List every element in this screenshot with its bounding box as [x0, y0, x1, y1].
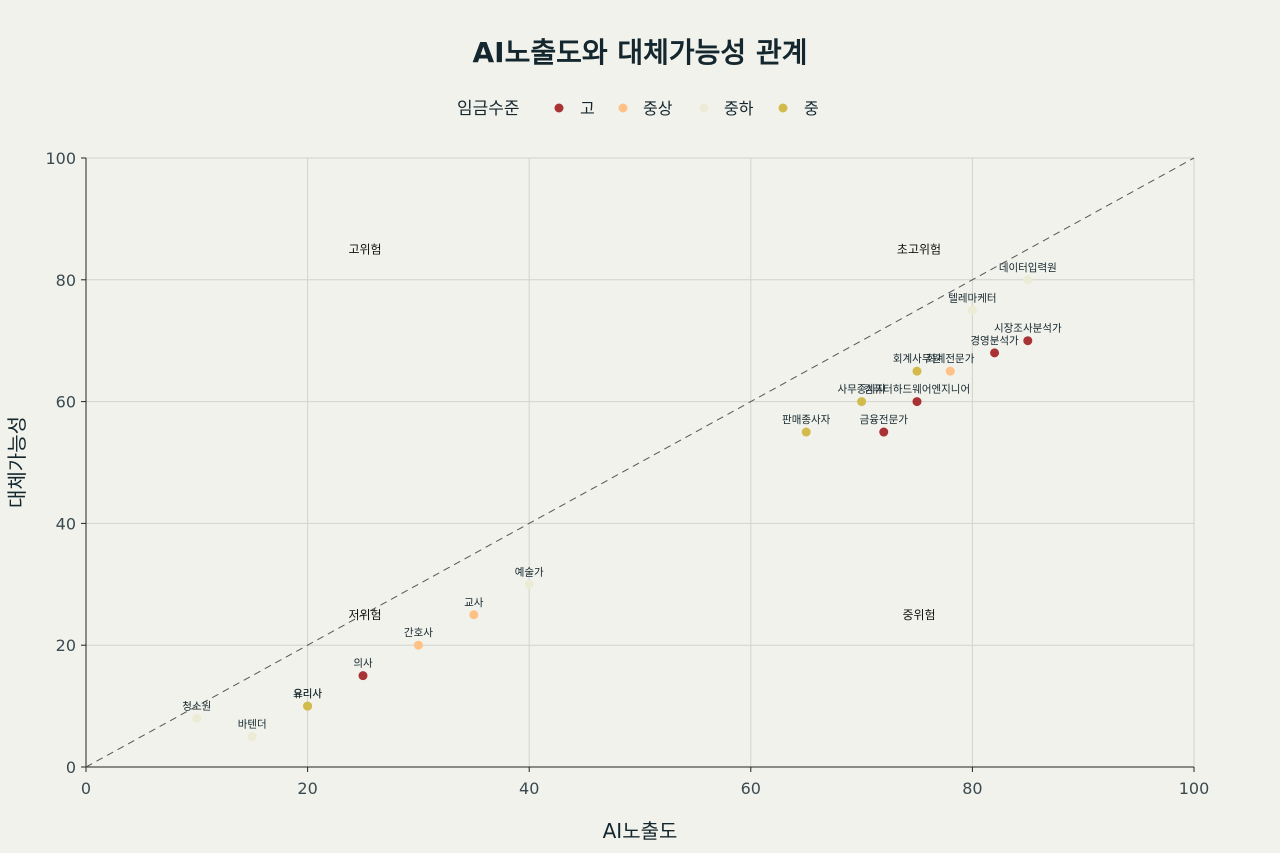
x-tick-label: 100	[1179, 779, 1210, 798]
y-tick-label: 60	[56, 393, 76, 412]
scatter-point	[879, 427, 889, 437]
point-label: 의사	[353, 658, 373, 670]
legend-title: 임금수준	[457, 99, 520, 119]
x-tick-label: 80	[962, 779, 982, 798]
zone-label: 중위험	[902, 608, 935, 622]
legend-marker-lower-mid	[699, 103, 709, 113]
scatter-point	[1023, 275, 1033, 285]
legend: 임금수준 고 중상 중하 중	[457, 99, 819, 119]
legend-marker-upper-mid	[618, 103, 628, 113]
x-tick-label: 40	[519, 779, 539, 798]
point-label: 예술가	[515, 565, 544, 578]
point-label: 사무종사자	[837, 384, 886, 396]
point-label: 컴퓨터하드웨어엔지니어	[864, 383, 970, 396]
y-tick-label: 0	[66, 758, 76, 777]
scatter-point	[801, 427, 811, 437]
scatter-point	[945, 366, 955, 376]
scatter-point	[967, 305, 977, 315]
scatter-point	[912, 397, 922, 407]
point-label: 시장조사분석가	[994, 323, 1062, 335]
y-tick-label: 100	[45, 149, 76, 168]
point-label: 데이터입력원	[999, 261, 1057, 274]
point-label: 경영분석가	[970, 334, 1019, 347]
scatter-point	[990, 348, 1000, 358]
x-tick-label: 0	[81, 779, 91, 798]
scatter-point	[1023, 336, 1033, 346]
point-label: 회계전문가	[926, 353, 975, 365]
scatter-point	[413, 640, 423, 650]
point-label: 회계사무원	[893, 353, 941, 365]
legend-label-mid: 중	[804, 99, 819, 118]
x-axis-label: AI노출도	[603, 819, 678, 843]
legend-label-high: 고	[580, 99, 595, 118]
scatter-point	[358, 671, 368, 681]
point-label: 금융전문가	[860, 414, 909, 426]
y-tick-label: 80	[56, 271, 76, 290]
reference-line	[85, 157, 1195, 768]
y-axis-label: 대체가능성	[5, 416, 29, 508]
axes: 0 20 40 60 80 100 0 20 40 60 80 100	[45, 149, 1209, 798]
point-label: 교사	[464, 597, 484, 609]
point-label: 청소원	[182, 700, 211, 712]
scatter-point	[303, 701, 313, 711]
scatter-point	[192, 713, 202, 723]
y-tick-label: 20	[56, 636, 76, 655]
legend-marker-high	[554, 103, 564, 113]
point-labels: 데이터입력원텔레마케터시장조사분석가경영분석가회계사무원회계전문가사무종사자컴퓨…	[182, 261, 1062, 731]
legend-label-upper-mid: 중상	[643, 99, 673, 118]
point-label: 유리사	[293, 688, 322, 700]
point-label: 텔레마케터	[948, 292, 996, 304]
scatter-point	[912, 366, 922, 376]
x-tick-label: 60	[741, 779, 761, 798]
chart-title: AI노출도와 대체가능성 관계	[473, 36, 808, 69]
x-tick-label: 20	[297, 779, 317, 798]
scatter-point	[247, 732, 257, 742]
diagonal-dashed-line	[85, 157, 1195, 768]
scatter-point	[524, 579, 534, 589]
scatter-point	[469, 610, 479, 620]
point-label: 요리사	[293, 688, 322, 700]
legend-label-lower-mid: 중하	[724, 99, 754, 118]
point-label: 판매종사자	[782, 414, 831, 426]
zone-label: 초고위험	[897, 242, 941, 256]
point-label: 바텐더	[238, 719, 267, 731]
y-tick-label: 40	[56, 514, 76, 533]
zone-label: 저위험	[348, 608, 381, 622]
point-label: 간호사	[404, 627, 433, 639]
legend-marker-mid	[778, 103, 788, 113]
grid	[86, 157, 1195, 767]
scatter-point	[857, 397, 867, 407]
zone-label: 고위험	[348, 242, 381, 256]
data-points	[192, 275, 1033, 742]
